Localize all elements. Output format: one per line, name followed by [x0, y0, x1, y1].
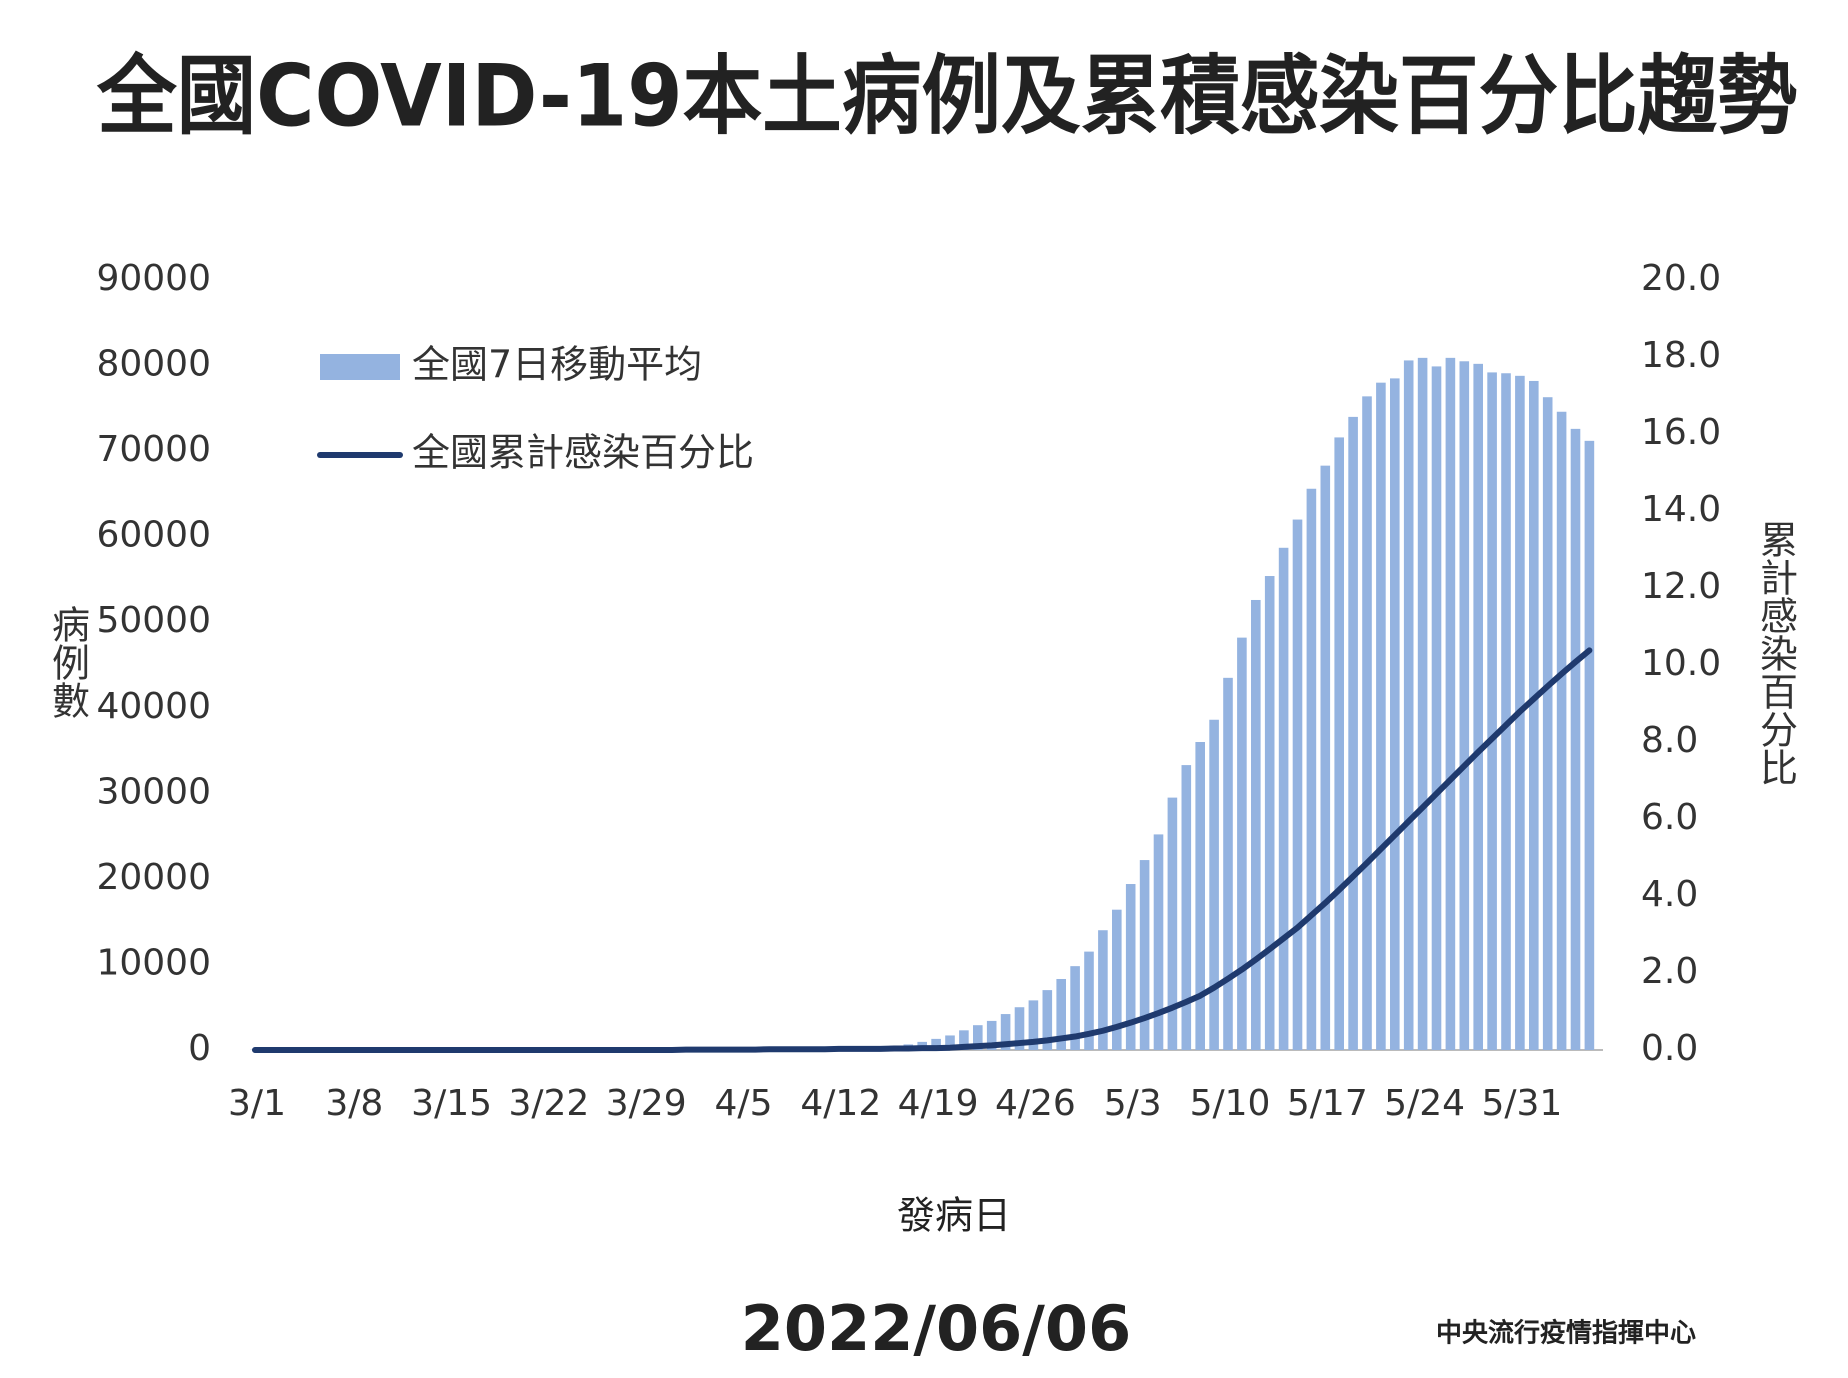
chart-title: 全國COVID-19本土病例及累積感染百分比趨勢 — [96, 46, 1797, 146]
y2-tick-label: 8.0 — [1641, 720, 1698, 761]
bar — [1445, 357, 1456, 1050]
bar — [1237, 637, 1247, 1050]
x-tick-label: 3/29 — [606, 1083, 687, 1124]
bar — [1390, 378, 1400, 1050]
legend-swatch — [320, 354, 400, 380]
bar — [1584, 440, 1595, 1050]
y2-tick-label: 10.0 — [1641, 643, 1721, 684]
bar — [1000, 1014, 1011, 1050]
bar — [1473, 363, 1483, 1050]
y-tick-label: 80000 — [96, 344, 211, 385]
bar — [1431, 366, 1442, 1050]
bar — [1084, 951, 1094, 1050]
y2-tick-label: 0.0 — [1641, 1028, 1698, 1069]
bar — [1542, 397, 1553, 1050]
bar — [1181, 765, 1192, 1050]
y-tick-label: 70000 — [96, 429, 211, 470]
y-tick-label: 0 — [188, 1028, 211, 1069]
bar — [1056, 978, 1066, 1050]
bar — [1403, 360, 1414, 1050]
x-tick-label: 3/22 — [508, 1083, 589, 1124]
x-tick-label: 4/12 — [800, 1083, 881, 1124]
y-tick-label: 40000 — [96, 686, 211, 727]
y2-tick-label: 4.0 — [1641, 874, 1698, 915]
bar — [1487, 372, 1497, 1050]
bar — [1306, 488, 1317, 1050]
bar — [1195, 742, 1205, 1050]
bar — [1362, 396, 1372, 1050]
x-tick-label: 4/19 — [898, 1083, 979, 1124]
bar — [1028, 1000, 1039, 1050]
bar — [1459, 361, 1470, 1050]
y-tick-label: 50000 — [96, 600, 211, 641]
y2-tick-label: 14.0 — [1641, 489, 1721, 530]
bar — [1167, 797, 1178, 1050]
date-label: 2022/06/06 — [741, 1292, 1131, 1365]
bar — [1070, 966, 1080, 1050]
bar — [1014, 1007, 1025, 1050]
bar — [1529, 380, 1539, 1050]
bar — [1556, 411, 1567, 1050]
y2-tick-label: 20.0 — [1641, 258, 1721, 299]
bar — [1501, 373, 1511, 1050]
bar — [1125, 884, 1136, 1050]
y2-tick-label: 16.0 — [1641, 412, 1721, 453]
bar — [1251, 599, 1261, 1050]
bar — [945, 1035, 955, 1050]
y-tick-label: 10000 — [96, 942, 211, 983]
line — [252, 647, 1593, 1053]
x-axis-title: 發病日 — [897, 1194, 1011, 1238]
bar — [1348, 416, 1358, 1050]
y2-tick-label: 12.0 — [1641, 566, 1721, 607]
x-tick-label: 4/5 — [715, 1083, 773, 1124]
x-tick-label: 5/10 — [1190, 1083, 1271, 1124]
y-axis-title: 病例數 — [46, 605, 90, 719]
y2-tick-label: 2.0 — [1641, 951, 1698, 992]
bar — [1098, 930, 1108, 1050]
bar — [1320, 465, 1331, 1051]
legend-label: 全國累計感染百分比 — [412, 431, 754, 475]
x-tick-label: 5/3 — [1104, 1083, 1162, 1124]
bar — [1264, 576, 1275, 1050]
bar — [1153, 834, 1164, 1050]
bar — [1417, 357, 1428, 1050]
bar — [1209, 719, 1219, 1050]
y2-tick-label: 6.0 — [1641, 797, 1698, 838]
bar — [973, 1025, 983, 1050]
x-tick-label: 3/8 — [325, 1083, 383, 1124]
x-tick-label: 3/1 — [228, 1083, 286, 1124]
bar — [1042, 990, 1053, 1050]
bar — [1278, 547, 1289, 1050]
bar — [1139, 860, 1150, 1050]
y-tick-label: 30000 — [96, 771, 211, 812]
y-tick-label: 60000 — [96, 515, 211, 556]
bar — [1334, 437, 1344, 1050]
bar — [1292, 519, 1303, 1050]
y2-axis-title: 累計感染百分比 — [1754, 520, 1798, 786]
x-tick-label: 5/31 — [1481, 1083, 1562, 1124]
x-tick-label: 5/17 — [1287, 1083, 1368, 1124]
bar — [1112, 909, 1122, 1050]
y-tick-label: 90000 — [96, 258, 211, 299]
bar — [1570, 428, 1581, 1050]
y-tick-label: 20000 — [96, 857, 211, 898]
bar — [986, 1020, 997, 1050]
y2-tick-label: 18.0 — [1641, 335, 1721, 376]
source-label: 中央流行疫情指揮中心 — [1436, 1318, 1696, 1349]
x-tick-label: 3/15 — [411, 1083, 492, 1124]
legend-label: 全國7日移動平均 — [412, 343, 702, 387]
x-tick-label: 5/24 — [1384, 1083, 1465, 1124]
bar — [931, 1038, 941, 1050]
bar — [1223, 677, 1233, 1050]
bar — [1376, 382, 1386, 1051]
x-tick-label: 4/26 — [995, 1083, 1076, 1124]
bar — [959, 1030, 969, 1050]
